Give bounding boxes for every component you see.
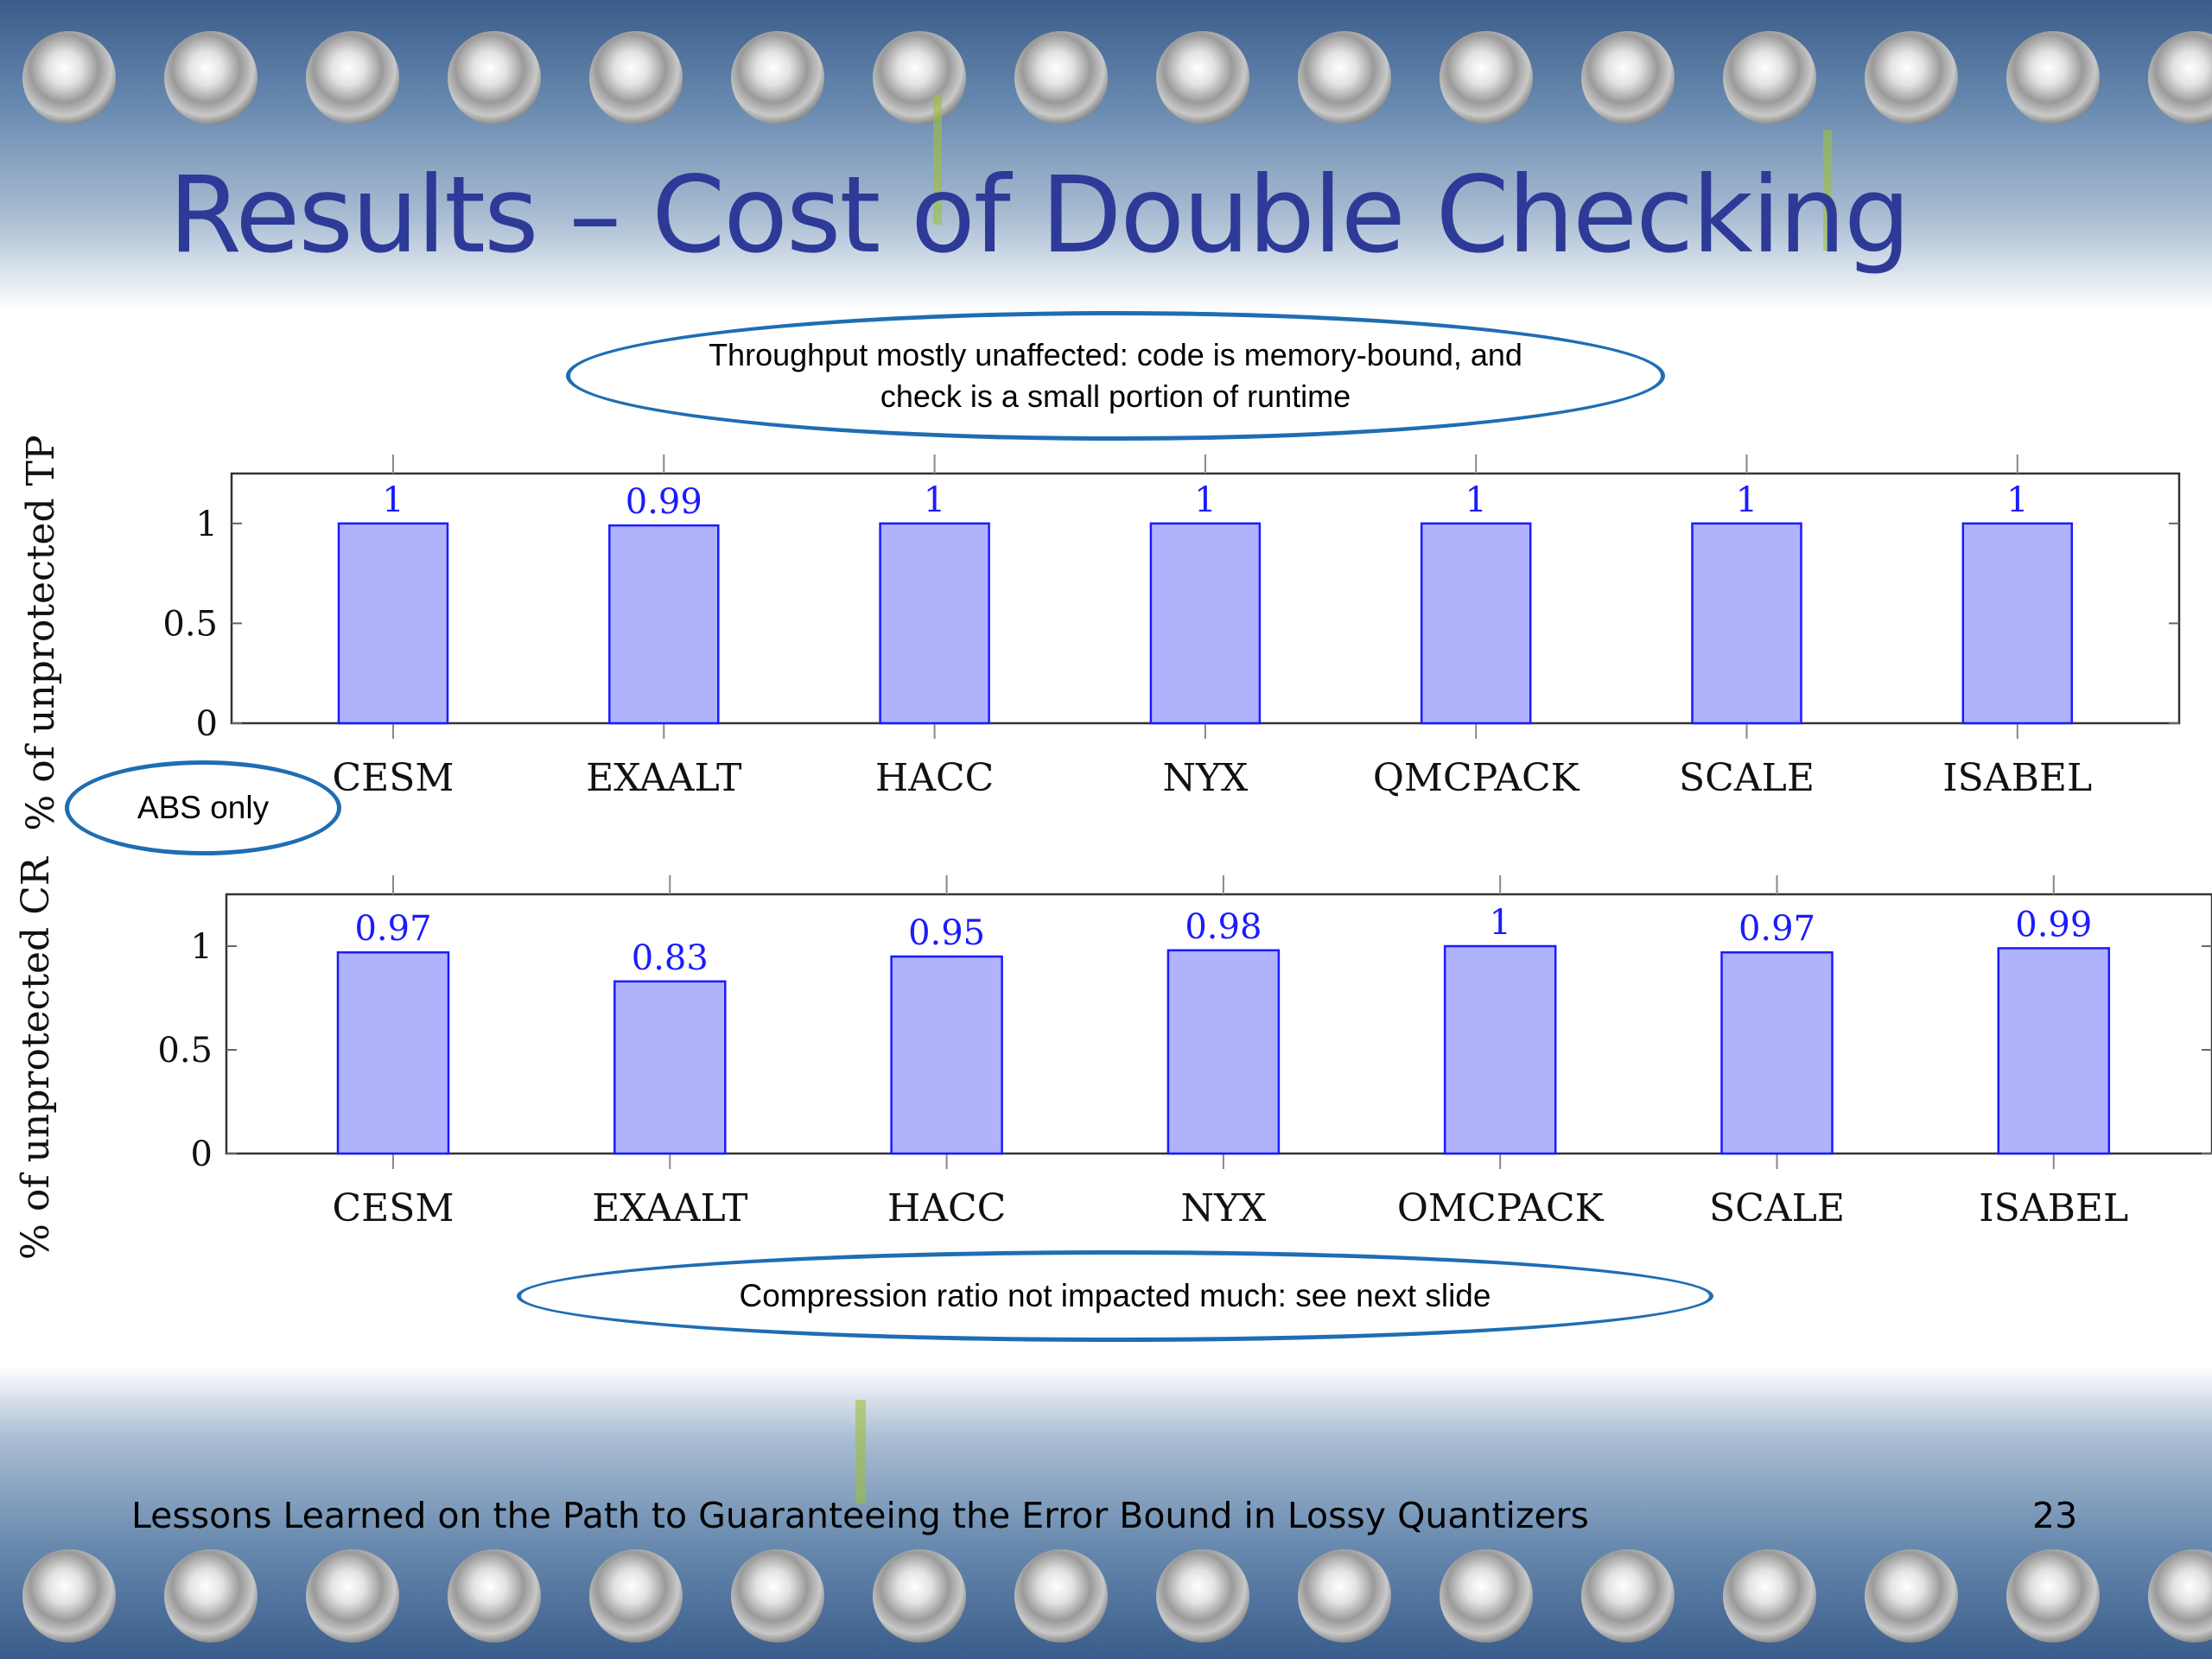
decorative-pin	[731, 31, 824, 124]
x-category-label: QMCPACK	[1373, 756, 1580, 800]
bar	[1720, 950, 1834, 1155]
bar	[1961, 522, 2074, 725]
y-tick-label: 0.5	[157, 1031, 213, 1071]
bar	[1420, 522, 1532, 725]
decorative-pin	[1865, 1549, 1958, 1643]
decorative-pin	[589, 1549, 683, 1643]
decorative-pin	[164, 31, 257, 124]
bar-value-label: 0.95	[908, 913, 985, 953]
bar-value-label: 0.99	[2015, 905, 2092, 944]
decorative-pin	[2006, 31, 2100, 124]
decorative-pin	[1723, 31, 1816, 124]
x-category-label: ISABEL	[1979, 1186, 2128, 1230]
x-category-label: HACC	[887, 1186, 1006, 1230]
decorative-pin	[873, 31, 966, 124]
y-tick-label: 0	[191, 1135, 213, 1174]
decorative-pin	[22, 31, 116, 124]
decorative-pin	[164, 1549, 257, 1643]
x-category-label: EXAALT	[592, 1186, 747, 1230]
bar-value-label: 1	[382, 480, 404, 520]
decorative-pin	[448, 1549, 541, 1643]
bar-value-label: 1	[1736, 480, 1758, 520]
bar	[1997, 947, 2111, 1155]
decorative-pin	[1440, 1549, 1533, 1643]
decorative-circuit-trace	[933, 95, 942, 225]
y-tick-label: 0.5	[162, 604, 218, 644]
bar-value-label: 0.97	[354, 909, 431, 949]
decorative-pin	[1581, 31, 1675, 124]
decorative-pin	[448, 31, 541, 124]
callout-compression: Compression ratio not impacted much: see…	[517, 1250, 1713, 1342]
y-tick-label: 1	[191, 927, 213, 967]
bar	[608, 524, 720, 725]
decorative-pin	[2006, 1549, 2100, 1643]
footer-text: Lessons Learned on the Path to Guarantee…	[131, 1495, 1589, 1536]
x-category-label: SCALE	[1679, 756, 1815, 800]
x-category-label: ISABEL	[1942, 756, 2092, 800]
bar-value-label: 1	[924, 480, 945, 520]
bar-value-label: 0.97	[1738, 909, 1815, 949]
bar	[890, 955, 1003, 1155]
page-number: 23	[2032, 1495, 2078, 1536]
bar-value-label: 0.98	[1185, 907, 1262, 947]
x-category-label: EXAALT	[586, 756, 741, 800]
decorative-circuit-trace	[855, 1400, 866, 1503]
decorative-pin	[731, 1549, 824, 1643]
bar	[879, 522, 990, 725]
bar-value-label: 1	[1194, 480, 1216, 520]
slide-title: Results – Cost of Double Checking	[168, 154, 1910, 276]
decorative-circuit-trace	[1823, 130, 1832, 251]
bar-value-label: 0.83	[632, 938, 709, 978]
x-category-label: CESM	[333, 1186, 454, 1230]
callout-abs-only: ABS only	[65, 760, 341, 855]
decorative-pin	[589, 31, 683, 124]
x-category-label: NYX	[1162, 756, 1249, 800]
decorative-pin	[306, 31, 399, 124]
bar	[613, 980, 727, 1155]
decorative-pin	[22, 1549, 116, 1643]
x-category-label: NYX	[1180, 1186, 1267, 1230]
y-axis-label: % of unprotected CR	[14, 855, 58, 1260]
x-category-label: OMCPACK	[1397, 1186, 1605, 1230]
decorative-pin	[306, 1549, 399, 1643]
bar	[1149, 522, 1262, 725]
decorative-pin	[1014, 31, 1108, 124]
decorative-pin	[1581, 1549, 1675, 1643]
x-category-label: SCALE	[1709, 1186, 1845, 1230]
bar-value-label: 0.99	[626, 482, 702, 522]
y-tick-label: 0	[196, 704, 218, 744]
decorative-pin	[1156, 1549, 1249, 1643]
bar	[336, 950, 450, 1155]
bar	[1691, 522, 1802, 725]
decorative-pin	[1298, 31, 1391, 124]
decorative-pin-row-bottom	[0, 1549, 2212, 1653]
decorative-pin	[1723, 1549, 1816, 1643]
bar	[337, 522, 449, 725]
y-axis-label: % of unprotected TP	[19, 435, 63, 830]
y-tick-label: 1	[196, 505, 218, 544]
bar-value-label: 1	[2006, 480, 2028, 520]
bar	[1443, 944, 1557, 1155]
decorative-pin	[1298, 1549, 1391, 1643]
decorative-pin	[1440, 31, 1533, 124]
bar-value-label: 1	[1465, 480, 1486, 520]
decorative-pin	[1014, 1549, 1108, 1643]
bar-value-label: 1	[1489, 903, 1510, 943]
callout-throughput: Throughput mostly unaffected: code is me…	[566, 311, 1665, 441]
x-category-label: HACC	[875, 756, 994, 800]
decorative-pin	[1865, 31, 1958, 124]
decorative-pin-row-top	[0, 31, 2212, 135]
bar	[1166, 949, 1281, 1155]
x-category-label: CESM	[333, 756, 454, 800]
decorative-pin	[1156, 31, 1249, 124]
decorative-pin	[873, 1549, 966, 1643]
